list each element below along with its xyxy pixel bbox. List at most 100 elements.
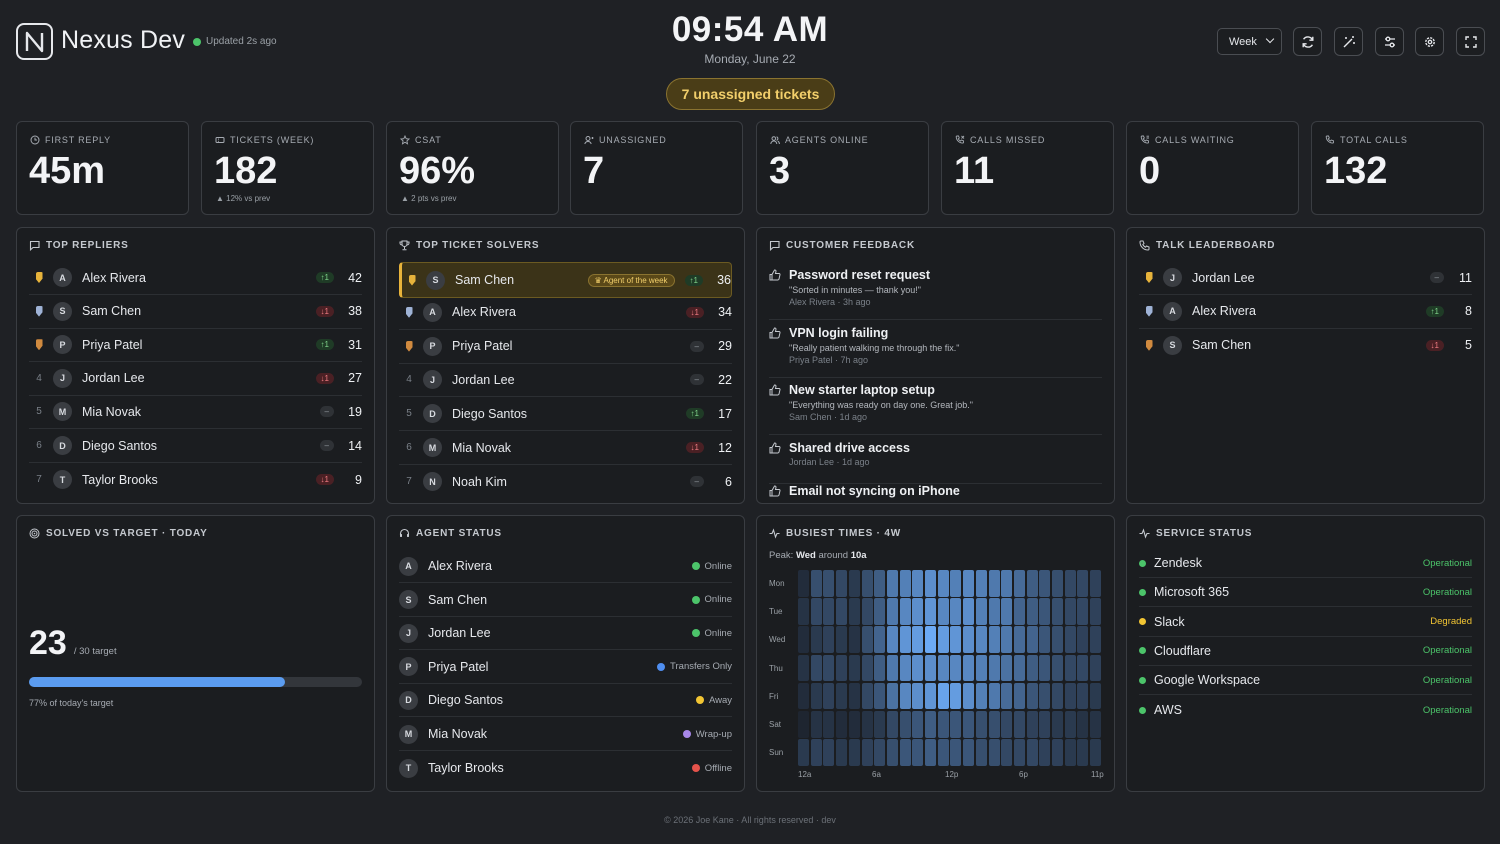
heatmap-cell[interactable] bbox=[1039, 682, 1051, 710]
heatmap-cell[interactable] bbox=[1001, 654, 1013, 682]
heatmap-cell[interactable] bbox=[950, 654, 962, 682]
heatmap-cell[interactable] bbox=[1077, 711, 1089, 738]
feedback-item[interactable]: New starter laptop setup "Everything was … bbox=[769, 383, 1102, 435]
heatmap-cell[interactable] bbox=[963, 711, 975, 738]
agent-status-row[interactable]: M Mia Novak Wrap-up bbox=[399, 718, 732, 751]
heatmap-cell[interactable] bbox=[925, 739, 937, 766]
heatmap-cell[interactable] bbox=[1090, 570, 1102, 597]
heatmap-cell[interactable] bbox=[1064, 626, 1076, 653]
heatmap-cell[interactable] bbox=[899, 682, 911, 710]
list-item[interactable]: 5 M Mia Novak – 19 bbox=[29, 395, 362, 430]
heatmap-cell[interactable] bbox=[861, 682, 873, 710]
heatmap-cell[interactable] bbox=[988, 739, 1000, 766]
heatmap-cell[interactable] bbox=[937, 739, 949, 766]
refresh-button[interactable] bbox=[1293, 27, 1322, 56]
heatmap-cell[interactable] bbox=[950, 682, 962, 710]
heatmap-cell[interactable] bbox=[899, 739, 911, 766]
heatmap-cell[interactable] bbox=[1064, 598, 1076, 625]
heatmap-cell[interactable] bbox=[1064, 682, 1076, 710]
heatmap-cell[interactable] bbox=[912, 626, 924, 653]
list-item[interactable]: 7 T Taylor Brooks ↓1 9 bbox=[29, 463, 362, 497]
heatmap-cell[interactable] bbox=[937, 598, 949, 625]
service-row[interactable]: Microsoft 365 Operational bbox=[1139, 578, 1472, 608]
heatmap-cell[interactable] bbox=[899, 654, 911, 682]
heatmap-cell[interactable] bbox=[1064, 739, 1076, 766]
service-row[interactable]: Google Workspace Operational bbox=[1139, 666, 1472, 696]
service-row[interactable]: AWS Operational bbox=[1139, 696, 1472, 725]
heatmap-cell[interactable] bbox=[861, 598, 873, 625]
heatmap-cell[interactable] bbox=[925, 682, 937, 710]
heatmap-cell[interactable] bbox=[861, 654, 873, 682]
heatmap-cell[interactable] bbox=[836, 570, 848, 597]
heatmap-cell[interactable] bbox=[912, 682, 924, 710]
heatmap-cell[interactable] bbox=[1013, 682, 1025, 710]
heatmap-cell[interactable] bbox=[886, 654, 898, 682]
list-item[interactable]: P Priya Patel ↑1 31 bbox=[29, 328, 362, 363]
heatmap-cell[interactable] bbox=[836, 682, 848, 710]
heatmap-cell[interactable] bbox=[1090, 711, 1102, 738]
heatmap-cell[interactable] bbox=[874, 626, 886, 653]
heatmap-cell[interactable] bbox=[1090, 654, 1102, 682]
list-item[interactable]: A Alex Rivera ↓1 34 bbox=[399, 296, 732, 330]
heatmap-cell[interactable] bbox=[1077, 626, 1089, 653]
heatmap-cell[interactable] bbox=[848, 682, 860, 710]
heatmap-cell[interactable] bbox=[975, 570, 987, 597]
agent-status-row[interactable]: D Diego Santos Away bbox=[399, 684, 732, 718]
heatmap-cell[interactable] bbox=[925, 598, 937, 625]
heatmap-cell[interactable] bbox=[1026, 626, 1038, 653]
list-item[interactable]: 4 J Jordan Lee – 22 bbox=[399, 363, 732, 398]
heatmap-cell[interactable] bbox=[1039, 654, 1051, 682]
heatmap-cell[interactable] bbox=[1039, 711, 1051, 738]
heatmap-cell[interactable] bbox=[823, 626, 835, 653]
feedback-item[interactable]: Shared drive access Jordan Lee · 1d ago bbox=[769, 441, 1102, 484]
heatmap-cell[interactable] bbox=[1001, 682, 1013, 710]
heatmap-cell[interactable] bbox=[810, 739, 822, 766]
heatmap-cell[interactable] bbox=[861, 739, 873, 766]
agent-status-row[interactable]: P Priya Patel Transfers Only bbox=[399, 651, 732, 684]
heatmap-cell[interactable] bbox=[886, 626, 898, 653]
range-select[interactable]: Week bbox=[1217, 28, 1282, 55]
heatmap-cell[interactable] bbox=[950, 570, 962, 597]
heatmap-cell[interactable] bbox=[1077, 739, 1089, 766]
heatmap-cell[interactable] bbox=[874, 654, 886, 682]
heatmap-cell[interactable] bbox=[1013, 598, 1025, 625]
heatmap-cell[interactable] bbox=[912, 570, 924, 597]
heatmap-cell[interactable] bbox=[1052, 711, 1064, 738]
heatmap-cell[interactable] bbox=[937, 711, 949, 738]
heatmap-cell[interactable] bbox=[975, 711, 987, 738]
heatmap-cell[interactable] bbox=[836, 739, 848, 766]
heatmap-cell[interactable] bbox=[937, 654, 949, 682]
heatmap-cell[interactable] bbox=[848, 570, 860, 597]
heatmap-cell[interactable] bbox=[1026, 598, 1038, 625]
heatmap-cell[interactable] bbox=[823, 570, 835, 597]
heatmap-cell[interactable] bbox=[886, 570, 898, 597]
heatmap-cell[interactable] bbox=[1013, 626, 1025, 653]
heatmap-cell[interactable] bbox=[1013, 654, 1025, 682]
heatmap-cell[interactable] bbox=[836, 626, 848, 653]
heatmap-cell[interactable] bbox=[950, 711, 962, 738]
list-item[interactable]: S Sam Chen ♛ Agent of the week ↑1 36 bbox=[399, 262, 732, 298]
heatmap-cell[interactable] bbox=[963, 682, 975, 710]
heatmap-cell[interactable] bbox=[798, 598, 810, 625]
heatmap-cell[interactable] bbox=[874, 598, 886, 625]
heatmap-cell[interactable] bbox=[1026, 711, 1038, 738]
list-item[interactable]: P Priya Patel – 29 bbox=[399, 330, 732, 364]
service-row[interactable]: Slack Degraded bbox=[1139, 608, 1472, 637]
heatmap-cell[interactable] bbox=[1026, 682, 1038, 710]
heatmap-cell[interactable] bbox=[848, 598, 860, 625]
heatmap-cell[interactable] bbox=[1090, 626, 1102, 653]
agent-status-row[interactable]: T Taylor Brooks Offline bbox=[399, 752, 732, 785]
heatmap-cell[interactable] bbox=[886, 598, 898, 625]
heatmap-cell[interactable] bbox=[1052, 739, 1064, 766]
heatmap-cell[interactable] bbox=[1077, 682, 1089, 710]
heatmap-cell[interactable] bbox=[1001, 598, 1013, 625]
list-item[interactable]: S Sam Chen ↓1 5 bbox=[1139, 328, 1472, 362]
heatmap-cell[interactable] bbox=[810, 711, 822, 738]
list-item[interactable]: 6 D Diego Santos – 14 bbox=[29, 429, 362, 463]
list-item[interactable]: S Sam Chen ↓1 38 bbox=[29, 295, 362, 329]
heatmap-cell[interactable] bbox=[1064, 711, 1076, 738]
heatmap-cell[interactable] bbox=[899, 626, 911, 653]
feedback-item[interactable]: Email not syncing on iPhone bbox=[769, 484, 1102, 503]
service-row[interactable]: Cloudflare Operational bbox=[1139, 637, 1472, 666]
heatmap-cell[interactable] bbox=[925, 570, 937, 597]
